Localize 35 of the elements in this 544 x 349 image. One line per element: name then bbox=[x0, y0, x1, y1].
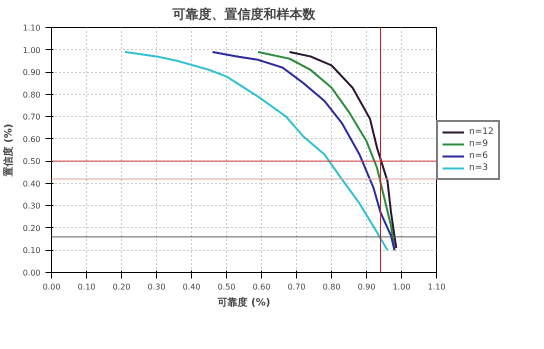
x-tick-label: 0.50 bbox=[218, 282, 236, 292]
y-tick-label: 0.10 bbox=[22, 246, 40, 256]
y-tick-label: 0.30 bbox=[22, 202, 40, 211]
x-axis-title: 可靠度 (%) bbox=[216, 296, 270, 308]
line-series bbox=[257, 51, 396, 252]
line-series bbox=[288, 51, 398, 249]
x-tick-label: 0.60 bbox=[252, 282, 270, 292]
y-tick-label: 0.80 bbox=[22, 90, 40, 100]
x-tick-label: 1.10 bbox=[428, 282, 446, 292]
legend-label: n=12 bbox=[469, 126, 494, 138]
x-tick-label: 0.30 bbox=[148, 282, 166, 292]
x-tick-label: 0.90 bbox=[358, 282, 376, 292]
y-tick-label: 0.90 bbox=[22, 68, 40, 78]
x-tick-label: 0.00 bbox=[42, 282, 60, 292]
x-tick-label: 0.40 bbox=[182, 282, 200, 292]
line-series bbox=[212, 51, 396, 252]
y-tick-label: 0.50 bbox=[22, 157, 40, 166]
y-tick-label: 0.70 bbox=[22, 112, 40, 122]
legend-label: n=9 bbox=[469, 138, 489, 150]
x-tick-label: 0.20 bbox=[112, 282, 130, 292]
y-axis-title: 置信度 (%) bbox=[2, 124, 15, 178]
y-tick-label: 1.00 bbox=[22, 46, 40, 55]
line-series bbox=[124, 51, 388, 252]
legend-label: n=3 bbox=[469, 162, 489, 174]
y-tick-label: 1.10 bbox=[22, 24, 40, 32]
y-tick-label: 0.60 bbox=[22, 134, 40, 144]
legend-label: n=6 bbox=[469, 150, 489, 162]
y-tick-label: 0.00 bbox=[22, 268, 40, 278]
x-tick-label: 0.10 bbox=[78, 282, 96, 292]
chart-title: 可靠度、置信度和样本数 bbox=[172, 6, 316, 22]
y-tick-label: 0.20 bbox=[22, 224, 40, 233]
x-tick-label: 0.70 bbox=[288, 282, 306, 292]
y-tick-label: 0.40 bbox=[22, 179, 40, 188]
x-tick-label: 1.00 bbox=[392, 282, 410, 292]
x-tick-label: 0.80 bbox=[322, 282, 340, 292]
